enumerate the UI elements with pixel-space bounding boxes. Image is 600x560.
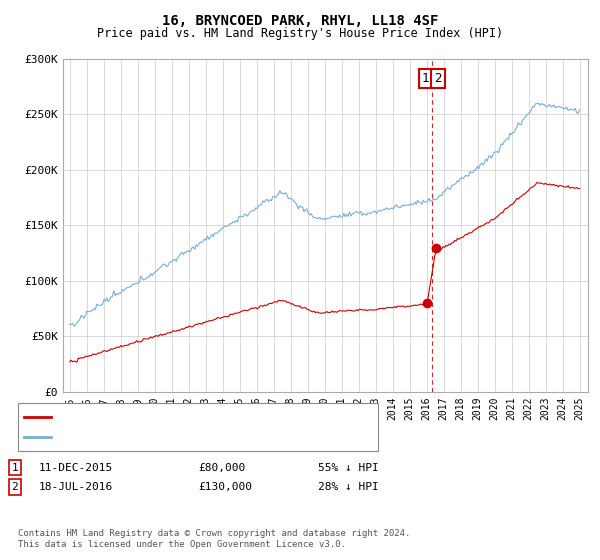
Text: 55% ↓ HPI: 55% ↓ HPI bbox=[318, 463, 379, 473]
Text: 28% ↓ HPI: 28% ↓ HPI bbox=[318, 482, 379, 492]
Text: 1: 1 bbox=[11, 463, 19, 473]
Text: HPI: Average price, detached house, Denbighshire: HPI: Average price, detached house, Denb… bbox=[57, 433, 357, 444]
Text: 18-JUL-2016: 18-JUL-2016 bbox=[39, 482, 113, 492]
Text: Price paid vs. HM Land Registry's House Price Index (HPI): Price paid vs. HM Land Registry's House … bbox=[97, 27, 503, 40]
Text: 16, BRYNCOED PARK, RHYL, LL18 4SF (detached house): 16, BRYNCOED PARK, RHYL, LL18 4SF (detac… bbox=[57, 413, 370, 422]
Text: 2: 2 bbox=[434, 72, 442, 85]
Text: 11-DEC-2015: 11-DEC-2015 bbox=[39, 463, 113, 473]
Text: 2: 2 bbox=[11, 482, 19, 492]
Text: Contains HM Land Registry data © Crown copyright and database right 2024.
This d: Contains HM Land Registry data © Crown c… bbox=[18, 529, 410, 549]
Text: £80,000: £80,000 bbox=[198, 463, 245, 473]
Text: 16, BRYNCOED PARK, RHYL, LL18 4SF: 16, BRYNCOED PARK, RHYL, LL18 4SF bbox=[162, 14, 438, 28]
Text: £130,000: £130,000 bbox=[198, 482, 252, 492]
Text: 1: 1 bbox=[422, 72, 430, 85]
